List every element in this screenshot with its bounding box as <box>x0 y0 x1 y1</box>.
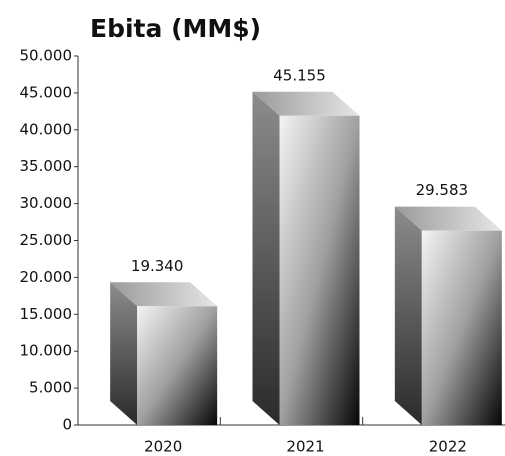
value-label: 29.583 <box>416 181 469 199</box>
bar <box>421 230 502 425</box>
y-tick-label: 45.000 <box>20 83 73 101</box>
value-label: 45.155 <box>273 66 326 84</box>
y-tick-label: 5.000 <box>29 379 72 397</box>
bar-side <box>394 206 422 425</box>
y-tick-label: 35.000 <box>20 157 73 175</box>
x-tick-label: 2021 <box>286 438 324 456</box>
y-tick-label: 30.000 <box>20 194 73 212</box>
bar <box>137 306 218 425</box>
x-tick-label: 2020 <box>144 438 182 456</box>
y-tick-label: 0 <box>62 416 72 434</box>
x-tick-label: 2022 <box>429 438 467 456</box>
value-label: 19.340 <box>131 257 184 275</box>
bar-top <box>110 282 218 307</box>
bar-side <box>110 282 138 425</box>
chart-title: Ebita (MM$) <box>90 14 261 43</box>
y-tick-label: 20.000 <box>20 268 73 286</box>
y-tick-label: 15.000 <box>20 305 73 323</box>
y-tick-label: 25.000 <box>20 231 73 249</box>
y-tick-label: 40.000 <box>20 120 73 138</box>
bar-side <box>252 91 280 425</box>
bar <box>279 115 360 425</box>
bar-top <box>252 91 360 116</box>
y-tick-label: 50.000 <box>20 47 73 65</box>
y-tick-label: 10.000 <box>20 342 73 360</box>
bar-top <box>394 206 502 231</box>
